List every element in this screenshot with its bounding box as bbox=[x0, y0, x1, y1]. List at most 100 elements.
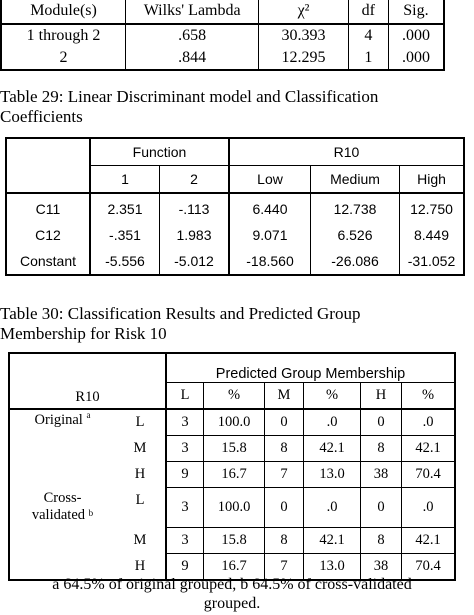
header-function-1: 1 bbox=[89, 165, 160, 194]
table-row: M 3 15.8 8 42.1 8 42.1 bbox=[9, 527, 456, 554]
header-col: L bbox=[165, 382, 204, 410]
cell: 38 bbox=[360, 461, 402, 488]
cell: 3 bbox=[165, 408, 204, 436]
cell: 6.526 bbox=[310, 222, 400, 248]
cell: 0 bbox=[360, 487, 402, 528]
cell: 12.750 bbox=[399, 193, 465, 222]
cell: 38 bbox=[360, 553, 402, 581]
table-row: 1 through 2 .658 30.393 4 .000 bbox=[0, 24, 445, 47]
category: M bbox=[115, 435, 167, 462]
cross-superscript: b bbox=[88, 507, 94, 518]
cell: 8 bbox=[264, 435, 304, 462]
table-header-row: R10 Predicted Group Membership bbox=[8, 352, 456, 410]
header-r10: R10 bbox=[228, 137, 465, 166]
header-predicted-group: Predicted Group Membership bbox=[165, 352, 456, 383]
category: L bbox=[115, 487, 167, 528]
cell: 15.8 bbox=[203, 435, 265, 462]
cell: 0 bbox=[264, 408, 304, 436]
header-function-2: 2 bbox=[159, 165, 230, 194]
category: L bbox=[115, 408, 167, 436]
table-row: Constant -5.556 -5.012 -18.560 -26.086 -… bbox=[5, 248, 465, 276]
cell: -5.556 bbox=[89, 248, 160, 276]
header-df: df bbox=[347, 0, 389, 25]
cell: 42.1 bbox=[401, 527, 456, 554]
group-label-original: Original a bbox=[8, 408, 115, 488]
cell: 9 bbox=[165, 461, 204, 488]
cell: 13.0 bbox=[303, 461, 361, 488]
header-sig: Sig. bbox=[387, 0, 445, 25]
table29-caption-line2: Coefficients bbox=[0, 107, 83, 126]
cell: -26.086 bbox=[310, 248, 400, 276]
group-label-cross-validated: Cross-validated b bbox=[8, 487, 115, 581]
table30-caption-line1: Table 30: Classification Results and Pre… bbox=[0, 304, 361, 323]
original-superscript: a bbox=[86, 410, 91, 420]
table-row: Original a L 3 100.0 0 .0 0 .0 bbox=[8, 408, 456, 488]
cell: 8 bbox=[264, 527, 304, 554]
row-label: Constant bbox=[5, 248, 91, 276]
cell: 70.4 bbox=[401, 461, 456, 488]
cell: 3 bbox=[165, 487, 204, 528]
cell: .0 bbox=[303, 487, 361, 528]
header-wilks-lambda: Wilks' Lambda bbox=[125, 0, 260, 25]
header-low: Low bbox=[228, 165, 311, 194]
header-medium: Medium bbox=[310, 165, 400, 194]
wilks-lambda-table: Module(s) Wilks' Lambda χ² df Sig. 1 thr… bbox=[0, 0, 445, 71]
category: H bbox=[115, 553, 167, 581]
cell: .000 bbox=[387, 24, 445, 47]
cell: .000 bbox=[387, 47, 445, 71]
cell: 9.071 bbox=[228, 222, 311, 248]
cell: .0 bbox=[303, 408, 361, 436]
table-row: H 9 16.7 7 13.0 38 70.4 bbox=[9, 461, 456, 488]
cell: 12.295 bbox=[258, 47, 349, 71]
table-header-row: Module(s) Wilks' Lambda χ² df Sig. bbox=[0, 0, 445, 25]
cell: -5.012 bbox=[159, 248, 230, 276]
cell: 4 bbox=[347, 24, 389, 47]
cell: 42.1 bbox=[303, 527, 361, 554]
cell: 30.393 bbox=[258, 24, 349, 47]
cell: 1 through 2 bbox=[0, 24, 127, 47]
row-label: C11 bbox=[5, 193, 91, 222]
cell: 7 bbox=[264, 553, 304, 581]
category: H bbox=[115, 461, 167, 488]
cell: 7 bbox=[264, 461, 304, 488]
cell: 16.7 bbox=[203, 461, 265, 488]
cell: 100.0 bbox=[203, 408, 265, 436]
header-col: % bbox=[401, 382, 456, 410]
header-col: H bbox=[360, 382, 402, 410]
cell: 8.449 bbox=[399, 222, 465, 248]
cell: 70.4 bbox=[401, 553, 456, 581]
cell: 42.1 bbox=[401, 435, 456, 462]
header-col: % bbox=[203, 382, 265, 410]
category: M bbox=[115, 527, 167, 554]
cell: .658 bbox=[125, 24, 260, 47]
table-row: H 9 16.7 7 13.0 38 70.4 bbox=[9, 553, 456, 581]
table-header-row: Function R10 bbox=[5, 137, 465, 194]
table30-caption-line2: Membership for Risk 10 bbox=[0, 324, 167, 343]
cell: 6.440 bbox=[228, 193, 311, 222]
cell: 8 bbox=[360, 435, 402, 462]
table-row: C11 2.351 -.113 6.440 12.738 12.750 bbox=[5, 193, 465, 222]
cell: 2 bbox=[0, 47, 127, 71]
classification-coefficients-table: Function R10 1 2 Low Medium High C11 2.3… bbox=[5, 137, 465, 276]
cell: 12.738 bbox=[310, 193, 400, 222]
table29-caption-line1: Table 29: Linear Discriminant model and … bbox=[0, 87, 379, 106]
table-row: 2 .844 12.295 1 .000 bbox=[0, 47, 445, 71]
cell: 3 bbox=[165, 435, 204, 462]
cell: -18.560 bbox=[228, 248, 311, 276]
table-row: Cross-validated b L 3 100.0 0 .0 0 .0 bbox=[8, 487, 456, 581]
cross-label-line1: Cross- bbox=[43, 489, 82, 506]
cell: 15.8 bbox=[203, 527, 265, 554]
cell: -31.052 bbox=[399, 248, 465, 276]
table-row: M 3 15.8 8 42.1 8 42.1 bbox=[9, 435, 456, 462]
cell: 42.1 bbox=[303, 435, 361, 462]
original-label: Original bbox=[34, 412, 83, 428]
footnote-line1: a 64.5% of original grouped, b 64.5% of … bbox=[52, 576, 412, 593]
cell: 0 bbox=[360, 408, 402, 436]
cell: 0 bbox=[264, 487, 304, 528]
table-subheader-row: L % M % H % bbox=[9, 382, 456, 410]
cell: 1 bbox=[347, 47, 389, 71]
header-modules: Module(s) bbox=[0, 0, 127, 25]
classification-results-table: R10 Predicted Group Membership L % M % H… bbox=[8, 352, 456, 581]
table-subheader-row: 1 2 Low Medium High bbox=[6, 165, 465, 194]
cell: 2.351 bbox=[89, 193, 160, 222]
